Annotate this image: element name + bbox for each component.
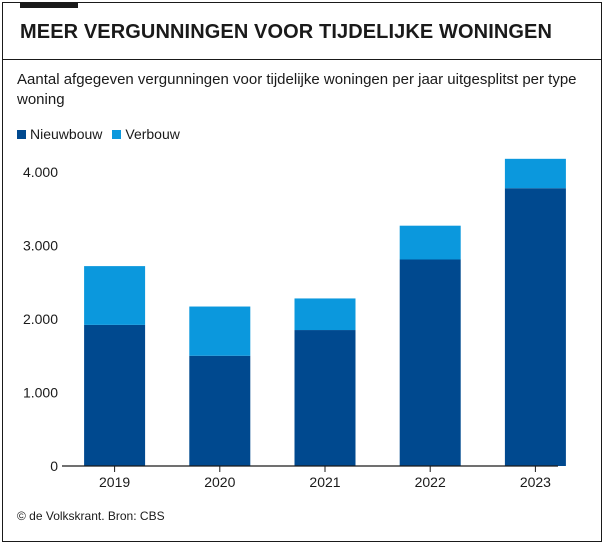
bar-verbouw-2021 (294, 298, 356, 331)
bar-nieuwbouw-2020 (189, 355, 251, 466)
y-tick-label: 1.000 (23, 385, 58, 401)
y-tick-label: 4.000 (23, 164, 58, 180)
chart-frame: MEER VERGUNNINGEN VOOR TIJDELIJKE WONING… (2, 2, 602, 542)
bar-verbouw-2022 (399, 225, 461, 260)
bar-nieuwbouw-2021 (294, 330, 356, 466)
bar-nieuwbouw-2019 (84, 324, 146, 466)
x-tick-label: 2021 (309, 474, 340, 490)
bar-verbouw-2023 (504, 158, 566, 189)
y-tick-label: 3.000 (23, 238, 58, 254)
bar-verbouw-2020 (189, 306, 251, 356)
chart-title: MEER VERGUNNINGEN VOOR TIJDELIJKE WONING… (20, 21, 553, 43)
title-bar: MEER VERGUNNINGEN VOOR TIJDELIJKE WONING… (3, 3, 601, 60)
legend-label-nieuwbouw: Nieuwbouw (30, 126, 103, 142)
chart-subtitle: Aantal afgegeven vergunningen voor tijde… (17, 71, 577, 108)
legend-item-nieuwbouw: Nieuwbouw (17, 126, 102, 142)
y-tick-label: 0 (50, 458, 58, 474)
bar-nieuwbouw-2023 (504, 188, 566, 466)
source-credit: © de Volkskrant. Bron: CBS (17, 509, 165, 523)
title-accent-bar (20, 3, 78, 8)
legend-item-verbouw: Verbouw (112, 126, 180, 142)
legend-swatch-nieuwbouw (17, 129, 26, 139)
x-tick-label: 2023 (520, 474, 551, 490)
legend-swatch-verbouw (112, 129, 122, 139)
y-tick-label: 2.000 (23, 311, 58, 327)
legend-label-verbouw: Verbouw (125, 126, 180, 142)
x-tick-label: 2020 (204, 474, 235, 490)
x-tick-label: 2022 (415, 474, 446, 490)
bar-verbouw-2019 (84, 266, 146, 325)
bar-nieuwbouw-2022 (399, 259, 461, 466)
legend: Nieuwbouw Verbouw (17, 126, 190, 142)
x-tick-label: 2019 (99, 474, 130, 490)
